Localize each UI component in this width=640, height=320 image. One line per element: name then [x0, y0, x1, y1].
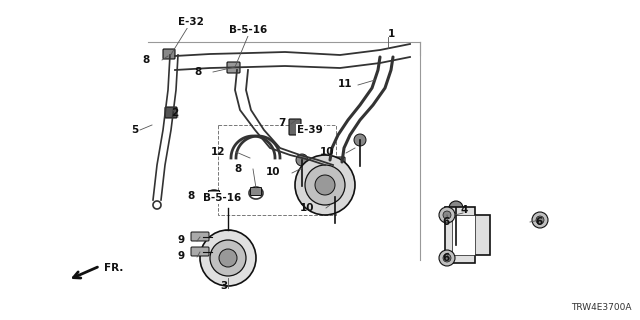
- Text: 8: 8: [143, 55, 150, 65]
- Text: 6: 6: [536, 217, 543, 227]
- Circle shape: [315, 175, 335, 195]
- FancyBboxPatch shape: [327, 157, 345, 167]
- Text: 6: 6: [443, 253, 450, 263]
- Text: FR.: FR.: [104, 263, 124, 273]
- Text: B-5-16: B-5-16: [229, 25, 267, 35]
- Circle shape: [449, 201, 463, 215]
- Text: 8: 8: [188, 191, 195, 201]
- Text: 8: 8: [195, 67, 202, 77]
- Circle shape: [295, 155, 355, 215]
- Text: B-5-16: B-5-16: [203, 193, 241, 203]
- Polygon shape: [452, 215, 475, 255]
- FancyBboxPatch shape: [209, 190, 220, 198]
- Text: 9: 9: [178, 235, 185, 245]
- Text: 9: 9: [178, 251, 185, 261]
- Text: 2: 2: [171, 108, 178, 118]
- Text: 8: 8: [235, 164, 242, 174]
- Circle shape: [219, 249, 237, 267]
- Text: E-32: E-32: [178, 17, 204, 27]
- Circle shape: [329, 191, 341, 203]
- Text: 5: 5: [131, 125, 138, 135]
- FancyBboxPatch shape: [191, 232, 209, 241]
- FancyBboxPatch shape: [289, 119, 301, 135]
- Text: 3: 3: [221, 281, 228, 291]
- Text: 10: 10: [300, 203, 314, 213]
- Text: 7: 7: [278, 118, 286, 128]
- Text: TRW4E3700A: TRW4E3700A: [572, 303, 632, 312]
- Text: 4: 4: [461, 205, 468, 215]
- Text: 10: 10: [319, 147, 334, 157]
- Text: 12: 12: [211, 147, 225, 157]
- Circle shape: [443, 254, 451, 262]
- Circle shape: [443, 211, 451, 219]
- Text: 11: 11: [337, 79, 352, 89]
- FancyBboxPatch shape: [165, 107, 177, 118]
- Text: 1: 1: [388, 29, 395, 39]
- Polygon shape: [445, 207, 490, 263]
- FancyBboxPatch shape: [227, 62, 240, 73]
- Circle shape: [439, 207, 455, 223]
- Circle shape: [305, 165, 345, 205]
- Circle shape: [296, 154, 308, 166]
- Circle shape: [210, 240, 246, 276]
- FancyBboxPatch shape: [250, 188, 262, 196]
- Text: 10: 10: [266, 167, 280, 177]
- Circle shape: [439, 250, 455, 266]
- FancyBboxPatch shape: [163, 49, 175, 59]
- Text: E-39: E-39: [297, 125, 323, 135]
- Circle shape: [354, 134, 366, 146]
- Circle shape: [200, 230, 256, 286]
- FancyBboxPatch shape: [191, 247, 209, 256]
- Circle shape: [536, 216, 544, 224]
- Circle shape: [532, 212, 548, 228]
- Text: 6: 6: [443, 217, 450, 227]
